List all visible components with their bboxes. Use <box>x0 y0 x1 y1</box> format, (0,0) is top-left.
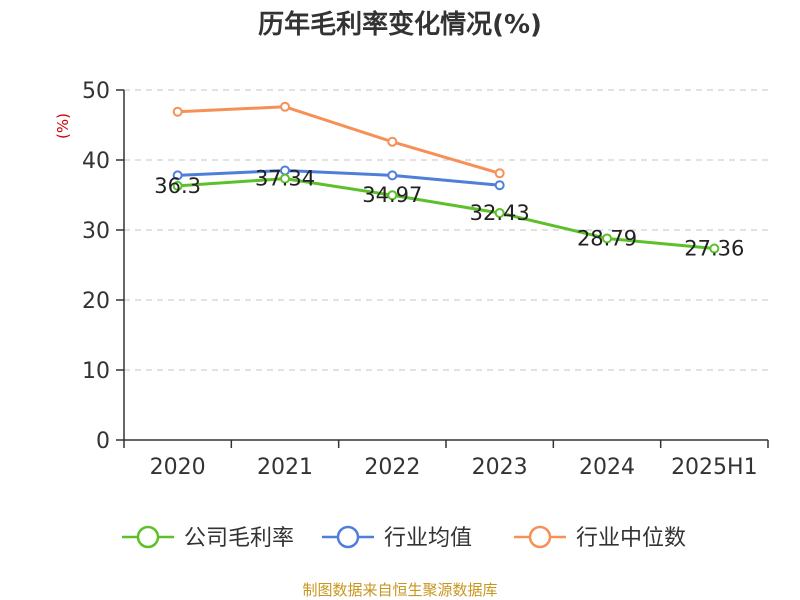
y-tick-label: 20 <box>82 289 110 314</box>
x-tick-label: 2022 <box>364 455 420 480</box>
data-point <box>172 170 183 181</box>
series-layer <box>172 101 720 254</box>
series-line-1 <box>177 169 500 187</box>
data-point <box>172 180 183 191</box>
data-point <box>172 106 183 117</box>
legend-swatch-marker <box>136 525 160 549</box>
data-label: 27.36 <box>684 236 744 260</box>
data-point <box>280 101 290 112</box>
data-label: 36.3 <box>154 174 201 198</box>
legend-swatch-marker <box>336 525 360 549</box>
x-tick-label: 2021 <box>257 455 313 480</box>
y-tick-label: 0 <box>96 429 110 454</box>
data-label: 32.43 <box>470 201 530 225</box>
data-point <box>494 180 505 191</box>
data-point <box>709 243 720 254</box>
y-tick-label: 10 <box>82 359 110 384</box>
data-point <box>387 190 398 201</box>
legend-swatch-marker <box>528 525 552 549</box>
series-line-0 <box>177 177 715 250</box>
y-tick-label: 30 <box>82 219 110 244</box>
legend-label: 公司毛利率 <box>184 526 294 551</box>
data-point <box>602 233 612 244</box>
x-tick-label: 2023 <box>472 455 528 480</box>
series-line-2 <box>177 105 501 175</box>
legend-item-0[interactable]: 公司毛利率 <box>122 525 294 551</box>
y-axis-unit: (%) <box>54 113 72 139</box>
source-note: 制图数据来自恒生聚源数据库 <box>302 581 497 599</box>
x-tick-label: 2020 <box>150 455 206 480</box>
x-tick-label: 2024 <box>579 455 635 480</box>
data-label: 37.34 <box>255 167 315 191</box>
data-label: 34.97 <box>362 183 422 207</box>
y-tick-label: 40 <box>82 149 110 174</box>
x-tick-label: 2025H1 <box>671 455 758 480</box>
legend-label: 行业中位数 <box>576 526 686 551</box>
data-point <box>280 173 290 184</box>
data-labels: 36.3 37.34 34.97 32.43 28.79 27.36 <box>154 167 744 261</box>
axes: 0 10 20 30 40 50 2020 2021 2022 2023 2024 2025H1 <box>82 79 769 480</box>
data-point <box>494 207 505 218</box>
data-point <box>387 136 398 147</box>
data-point <box>387 170 398 181</box>
legend-item-2[interactable]: 行业中位数 <box>514 525 686 551</box>
y-tick-label: 50 <box>82 79 110 104</box>
legend: 公司毛利率 行业均值 行业中位数 <box>122 525 686 551</box>
chart-title: 历年毛利率变化情况(%) <box>258 9 542 40</box>
legend-label: 行业均值 <box>384 526 472 551</box>
grid <box>124 89 768 371</box>
legend-item-1[interactable]: 行业均值 <box>322 525 472 551</box>
data-label: 28.79 <box>577 226 637 250</box>
data-point <box>494 168 505 179</box>
